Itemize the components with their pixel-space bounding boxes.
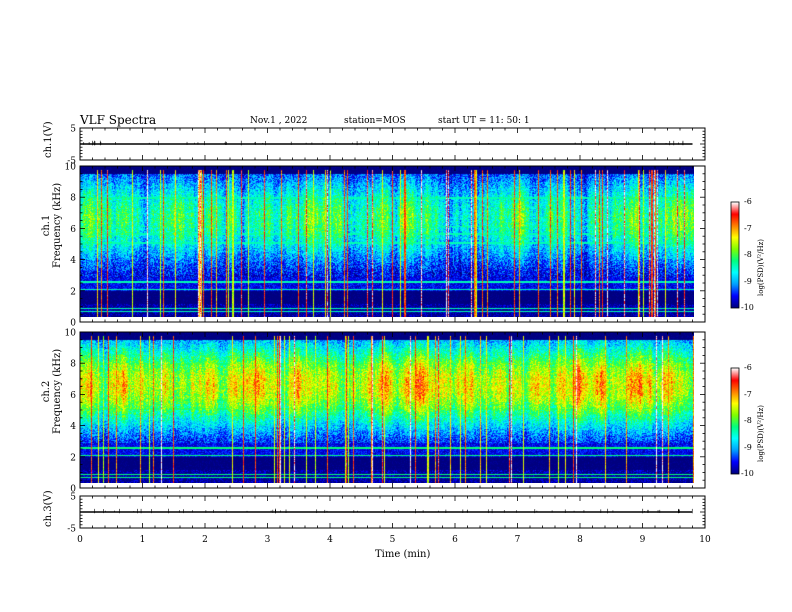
y-tick-label: 10 — [65, 163, 77, 173]
ch1-colorbar-tick: -10 — [741, 303, 754, 312]
y-tick-label: 5 — [70, 125, 76, 135]
x-tick-label: 7 — [515, 535, 521, 545]
x-tick-label: 6 — [452, 535, 458, 545]
ch3-waveform-ylabel: ch.3(V) — [43, 490, 54, 527]
ch1-spectrogram-ylabel-channel: ch.1 — [41, 214, 52, 237]
ch1-colorbar-tick: -6 — [744, 197, 752, 206]
ch2-colorbar-frame — [730, 367, 740, 475]
panel-frame — [79, 331, 706, 489]
ch2-colorbar-tick: -7 — [744, 390, 752, 399]
ch1-spectrogram-ylabel-freq: Frequency (kHz) — [52, 182, 63, 268]
ch2-spectrogram-ylabel-freq: Frequency (kHz) — [52, 348, 63, 434]
x-tick-label: 9 — [640, 535, 646, 545]
ch2-colorbar-tick: -8 — [744, 416, 752, 425]
y-tick-label: 6 — [70, 225, 76, 235]
ch1-colorbar-tick: -8 — [744, 250, 752, 259]
x-tick-label: 2 — [202, 535, 208, 545]
ch1-colorbar — [731, 202, 739, 308]
y-tick-label: 8 — [70, 360, 76, 370]
x-tick-label: 5 — [390, 535, 396, 545]
y-tick-label: 6 — [70, 391, 76, 401]
ch1-colorbar-frame — [730, 201, 740, 309]
ch2-colorbar-tick: -6 — [744, 363, 752, 372]
ch2-colorbar-tick: -10 — [741, 469, 754, 478]
ch2-spectrogram — [80, 332, 694, 483]
ch1-spectrogram-ylabel: ch.1 Frequency (kHz) — [41, 183, 63, 268]
ch2-spectrogram-ylabel: ch.2 Frequency (kHz) — [41, 349, 63, 434]
ch1-colorbar-tick: -9 — [744, 277, 752, 286]
ch1-colorbar-label: log(PSD)(V²/Hz) — [757, 239, 765, 296]
y-tick-label: -5 — [67, 525, 76, 535]
y-tick-label: -5 — [67, 157, 76, 167]
y-tick-label: 2 — [70, 453, 76, 463]
y-tick-label: 10 — [65, 329, 77, 339]
ch1-spectrogram — [80, 166, 694, 317]
figure-title: VLF Spectra — [80, 113, 157, 127]
y-tick-label: 4 — [70, 422, 76, 432]
ch2-spectrogram-ylabel-channel: ch.2 — [41, 380, 52, 403]
y-tick-label: 5 — [70, 493, 76, 503]
ch1-waveform-ylabel: ch.1(V) — [43, 121, 54, 158]
ch2-colorbar-label: log(PSD)(V²/Hz) — [757, 405, 765, 462]
x-axis-label: Time (min) — [375, 549, 431, 560]
y-tick-label: 0 — [70, 485, 76, 495]
y-tick-label: 0 — [70, 319, 76, 329]
y-tick-label: 8 — [70, 194, 76, 204]
panel-frame — [79, 165, 706, 323]
start-ut-label: start UT = 11: 50: 1 — [438, 116, 530, 126]
ch1-colorbar-tick: -7 — [744, 224, 752, 233]
x-tick-label: 4 — [327, 535, 333, 545]
x-tick-label: 8 — [577, 535, 583, 545]
y-tick-label: 4 — [70, 256, 76, 266]
x-tick-label: 1 — [140, 535, 146, 545]
x-tick-label: 0 — [77, 535, 83, 545]
date-label: Nov.1 , 2022 — [250, 116, 308, 126]
ch2-colorbar — [731, 368, 739, 474]
x-tick-label: 10 — [699, 535, 711, 545]
x-tick-label: 3 — [265, 535, 271, 545]
station-label: station=MOS — [344, 116, 406, 126]
y-tick-label: 2 — [70, 287, 76, 297]
ch2-colorbar-tick: -9 — [744, 443, 752, 452]
